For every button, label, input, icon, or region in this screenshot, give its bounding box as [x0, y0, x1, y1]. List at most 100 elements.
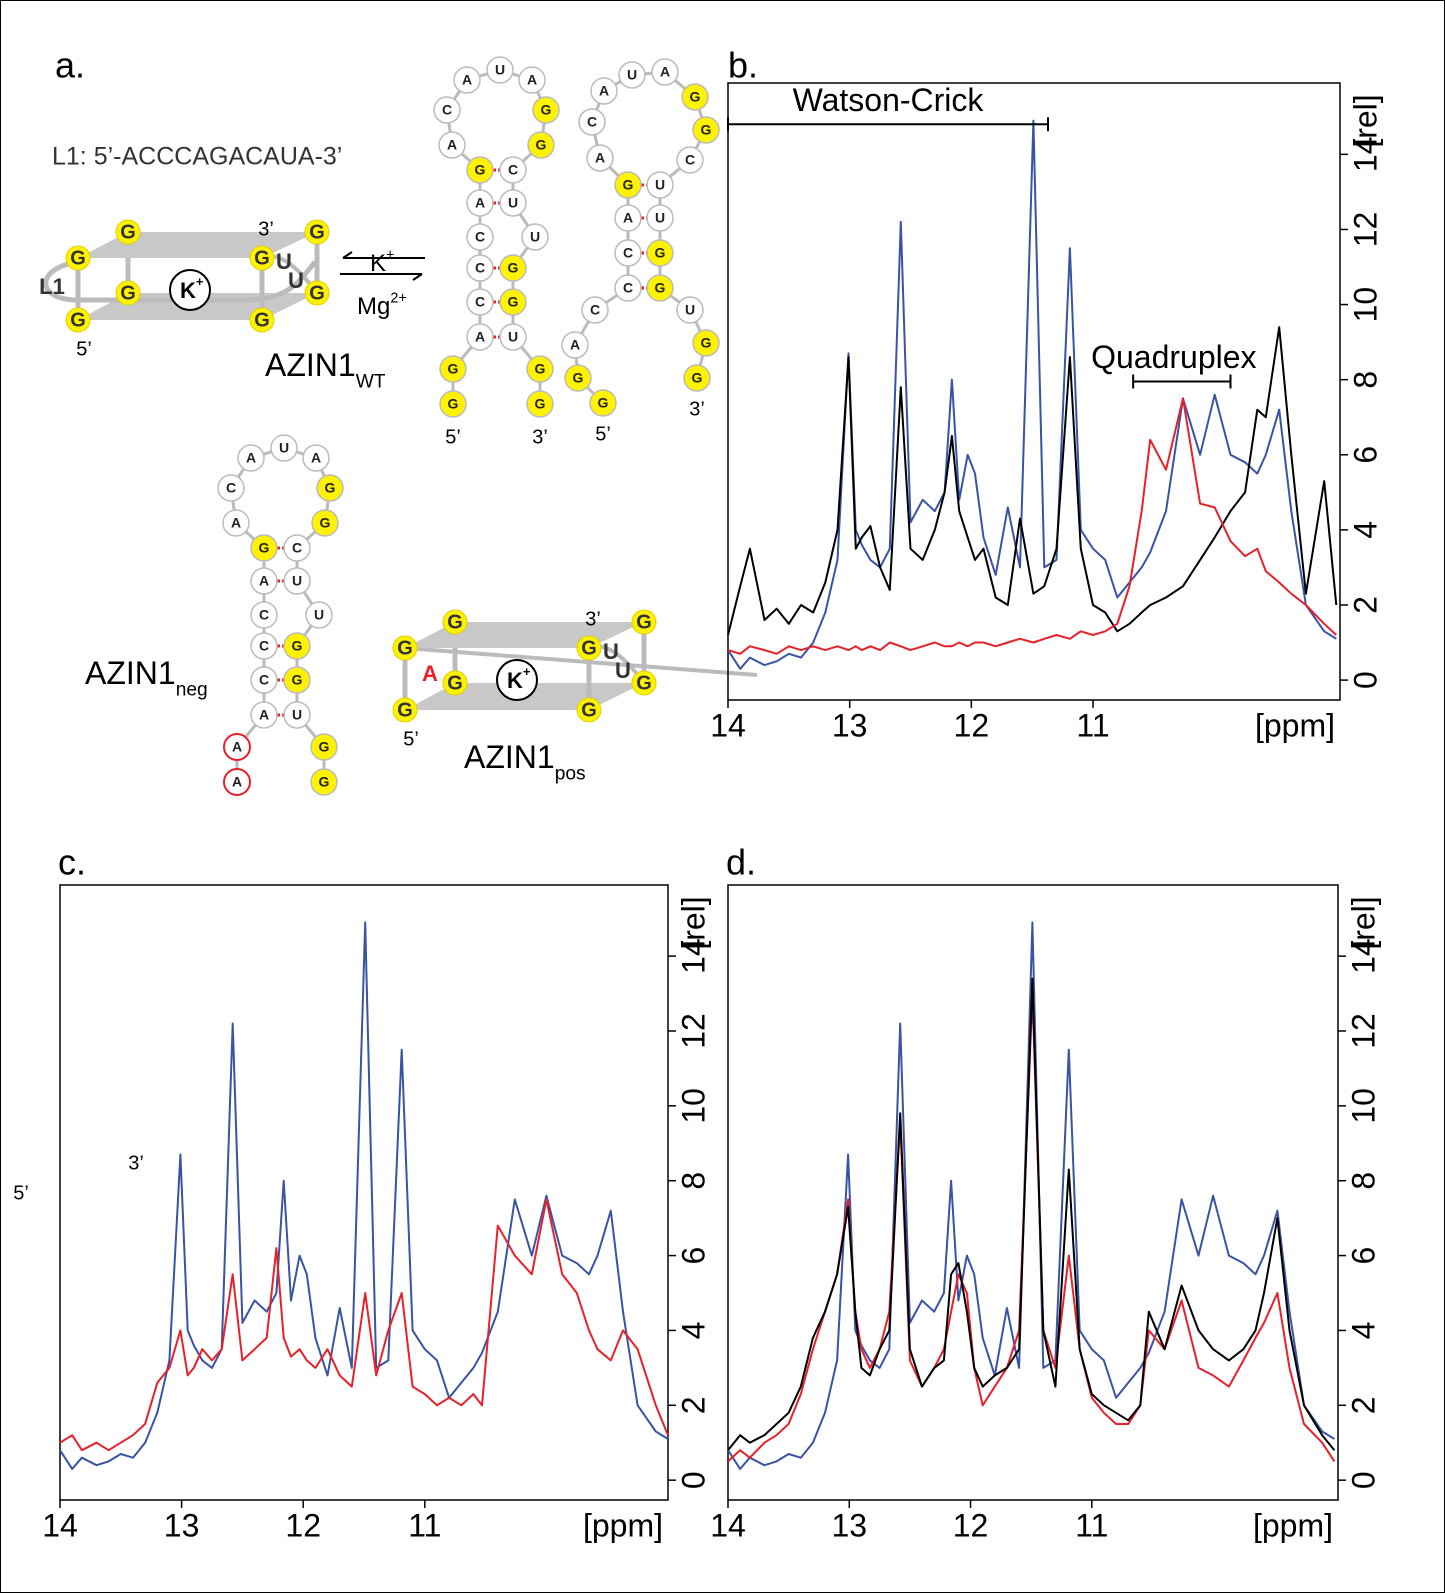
nucleotide-label: G	[259, 540, 270, 556]
label-sub: neg	[176, 679, 208, 700]
annotation-label: Quadruplex	[1091, 339, 1256, 375]
nucleotide-label: G	[701, 122, 712, 138]
nucleotide-label: C	[587, 114, 597, 130]
nucleotide-label: G	[508, 260, 519, 276]
y-tick-label: 14	[675, 938, 711, 974]
nucleotide-label: G	[535, 396, 546, 412]
uridine: U	[276, 249, 292, 274]
nucleotide	[561, 331, 589, 359]
guanine	[631, 609, 657, 635]
nucleotide	[250, 601, 278, 629]
y-tick-label: 6	[1345, 1247, 1381, 1265]
guanine	[576, 635, 602, 661]
ion	[496, 659, 538, 701]
label-base: Mg	[357, 293, 390, 320]
y-tick-label: 14	[1347, 137, 1383, 173]
guanine	[304, 219, 330, 245]
nucleotide-label: G	[690, 89, 701, 105]
nucleotide-label: G	[319, 774, 330, 790]
nucleotide-label: U	[508, 195, 518, 211]
label-sub: WT	[356, 371, 386, 392]
panel-label: a.	[55, 45, 85, 86]
nucleotide	[453, 66, 481, 94]
x-tick-label: 12	[953, 1507, 989, 1543]
guanine	[65, 307, 91, 333]
guanine-label: G	[397, 637, 413, 659]
nucleotide-label: G	[448, 396, 459, 412]
nucleotide	[250, 632, 278, 660]
nucleotide	[223, 733, 251, 761]
guanine	[631, 670, 657, 696]
y-tick-label: 10	[1345, 1088, 1381, 1124]
nucleotide	[486, 56, 514, 84]
y-tick-label: 6	[1347, 446, 1383, 464]
nucleotide	[250, 666, 278, 694]
uridine: U	[288, 268, 304, 293]
label-base: AZIN1	[265, 347, 356, 383]
nucleotide	[250, 701, 278, 729]
guanine-label: G	[254, 247, 270, 269]
x-tick-label: 11	[1076, 707, 1109, 743]
y-tick-label: 8	[1345, 1172, 1381, 1190]
label-base: K	[180, 278, 196, 303]
guanine	[392, 635, 418, 661]
nucleotide	[237, 444, 265, 472]
nucleotide-label: U	[314, 607, 324, 623]
nucleotide	[283, 534, 311, 562]
nucleotide-label: A	[595, 150, 605, 166]
x-tick-label: 12	[285, 1507, 321, 1543]
guanine-label: G	[447, 672, 463, 694]
y-tick-label: 12	[675, 1013, 711, 1049]
three-prime: 3’	[532, 426, 548, 448]
uridine: U	[603, 639, 619, 664]
l1-sequence: L1: 5’-ACCCAGACAUA-3’	[52, 143, 342, 171]
guanine-label: G	[397, 699, 413, 721]
spectrum-line	[59, 1198, 669, 1452]
y-tick-label: 0	[675, 1471, 711, 1489]
ion-label: K+	[180, 274, 204, 302]
nucleotide	[527, 131, 555, 159]
nucleotide-label: C	[475, 229, 485, 245]
nucleotide	[466, 189, 494, 217]
nucleotide	[499, 254, 527, 282]
nucleotide	[222, 509, 250, 537]
plot-frame	[727, 82, 1341, 701]
nucleotide-label: G	[655, 280, 666, 296]
nucleotide-label: A	[475, 329, 485, 345]
nucleotide-label: G	[325, 480, 336, 496]
nucleotide	[532, 96, 560, 124]
annotation-bracket	[727, 117, 1049, 132]
nucleotide-label: U	[655, 177, 665, 193]
nucleotide-label: C	[475, 260, 485, 276]
y-tick-label: 8	[675, 1172, 711, 1190]
nucleotide-label: A	[311, 450, 321, 466]
nucleotide	[438, 131, 466, 159]
nucleotide	[589, 389, 617, 417]
nucleotide	[466, 323, 494, 351]
five-prime: 5’	[403, 728, 419, 750]
nucleotide-label: U	[279, 440, 289, 456]
equilibrium-arrows	[340, 251, 425, 281]
nucleotide-label: C	[259, 672, 269, 688]
label-sup: +	[196, 274, 204, 289]
nucleotide	[526, 390, 554, 418]
x-tick-label: 14	[710, 1507, 746, 1543]
nucleotide	[310, 768, 338, 796]
nucleotide	[521, 223, 549, 251]
nucleotide-label: A	[462, 72, 472, 88]
uridine: U	[615, 658, 631, 683]
nucleotide-label: A	[660, 64, 670, 80]
nucleotide-label: A	[259, 573, 269, 589]
nucleotide-label: G	[319, 739, 330, 755]
x-axis-label: [ppm]	[1253, 1507, 1333, 1543]
y-tick-label: 0	[1345, 1471, 1381, 1489]
spectrum-line	[727, 119, 1337, 670]
nucleotide-label: A	[259, 707, 269, 723]
nucleotide	[302, 444, 330, 472]
spectrum-line	[727, 977, 1336, 1451]
nucleotide	[223, 768, 251, 796]
guanine	[249, 245, 275, 271]
nucleotide-label: U	[627, 67, 637, 83]
